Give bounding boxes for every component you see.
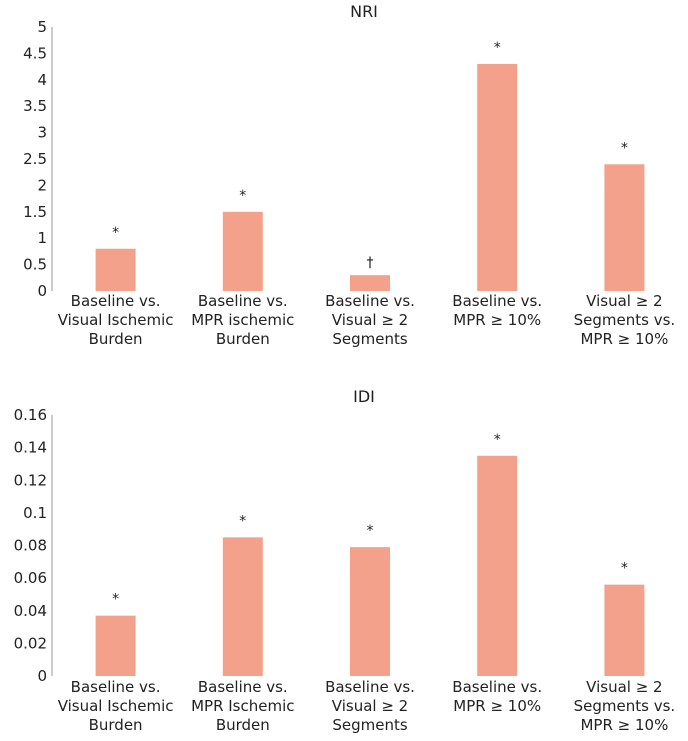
y-tick-label: 0.08 (14, 537, 47, 555)
y-tick-label: 5 (37, 18, 47, 36)
bar (222, 537, 263, 676)
bar (95, 615, 136, 676)
y-tick-label: 2 (37, 176, 47, 194)
bar (350, 275, 390, 291)
x-category-label: Baseline vs. MPR Ischemic Burden (191, 678, 294, 734)
y-tick-label: 0.06 (14, 569, 47, 587)
significance-marker: † (367, 255, 374, 271)
x-category-label: Baseline vs. MPR ≥ 10% (452, 678, 542, 715)
x-category-label: Baseline vs. Visual ≥ 2 Segments (325, 292, 415, 348)
y-tick-label: 0.02 (14, 634, 47, 652)
significance-marker: * (494, 40, 501, 56)
y-tick-label: 1.5 (23, 203, 47, 221)
bar (222, 211, 263, 291)
bar (604, 164, 645, 291)
significance-marker: * (112, 592, 119, 608)
bar (95, 248, 136, 291)
y-tick-label: 4 (37, 71, 47, 89)
bar (477, 455, 518, 676)
y-tick-label: 0.04 (14, 602, 47, 620)
significance-marker: * (239, 188, 246, 204)
idi-chart: IDI 0 0.02 0.04 0.06 0.08 0.1 0.12 0.14 0.16 * Bas… (14, 387, 676, 734)
x-category-label: Visual ≥ 2 Segments vs. MPR ≥ 10% (574, 292, 676, 348)
y-tick-label: 0.14 (14, 439, 47, 457)
y-tick-label: 0.12 (14, 471, 47, 489)
x-category-label: Baseline vs. Visual Ischemic Burden (58, 292, 174, 348)
y-tick-label: 3.5 (23, 97, 47, 115)
y-tick-label: 0.5 (23, 256, 47, 274)
y-tick-label: 0 (37, 667, 47, 685)
y-tick-label: 4.5 (23, 44, 47, 62)
significance-marker: * (367, 523, 374, 539)
y-tick-label: 0.1 (23, 504, 47, 522)
nri-chart: NRI 0 0.5 1 1.5 2 2.5 3 3.5 4 4.5 5 * Baseline vs. Vi… (23, 2, 675, 348)
bar (604, 584, 645, 676)
x-category-label: Visual ≥ 2 Segments vs. MPR ≥ 10% (574, 678, 676, 734)
significance-marker: * (621, 561, 628, 577)
x-category-label: Baseline vs. MPR ischemic Burden (191, 292, 294, 348)
significance-marker: * (239, 513, 246, 529)
y-tick-label: 1 (37, 229, 47, 247)
y-tick-label: 0.16 (14, 406, 47, 424)
y-tick-label: 3 (37, 124, 47, 142)
x-category-label: Baseline vs. Visual ≥ 2 Segments (325, 678, 415, 734)
chart-title: NRI (350, 2, 378, 21)
y-tick-label: 0 (37, 282, 47, 300)
chart-title: IDI (353, 387, 375, 406)
significance-marker: * (112, 225, 119, 241)
y-tick-label: 2.5 (23, 150, 47, 168)
significance-marker: * (621, 140, 628, 156)
bar (350, 547, 390, 676)
x-category-label: Baseline vs. MPR ≥ 10% (452, 292, 542, 329)
bar (477, 63, 518, 292)
significance-marker: * (494, 432, 501, 448)
x-category-label: Baseline vs. Visual Ischemic Burden (58, 678, 174, 734)
